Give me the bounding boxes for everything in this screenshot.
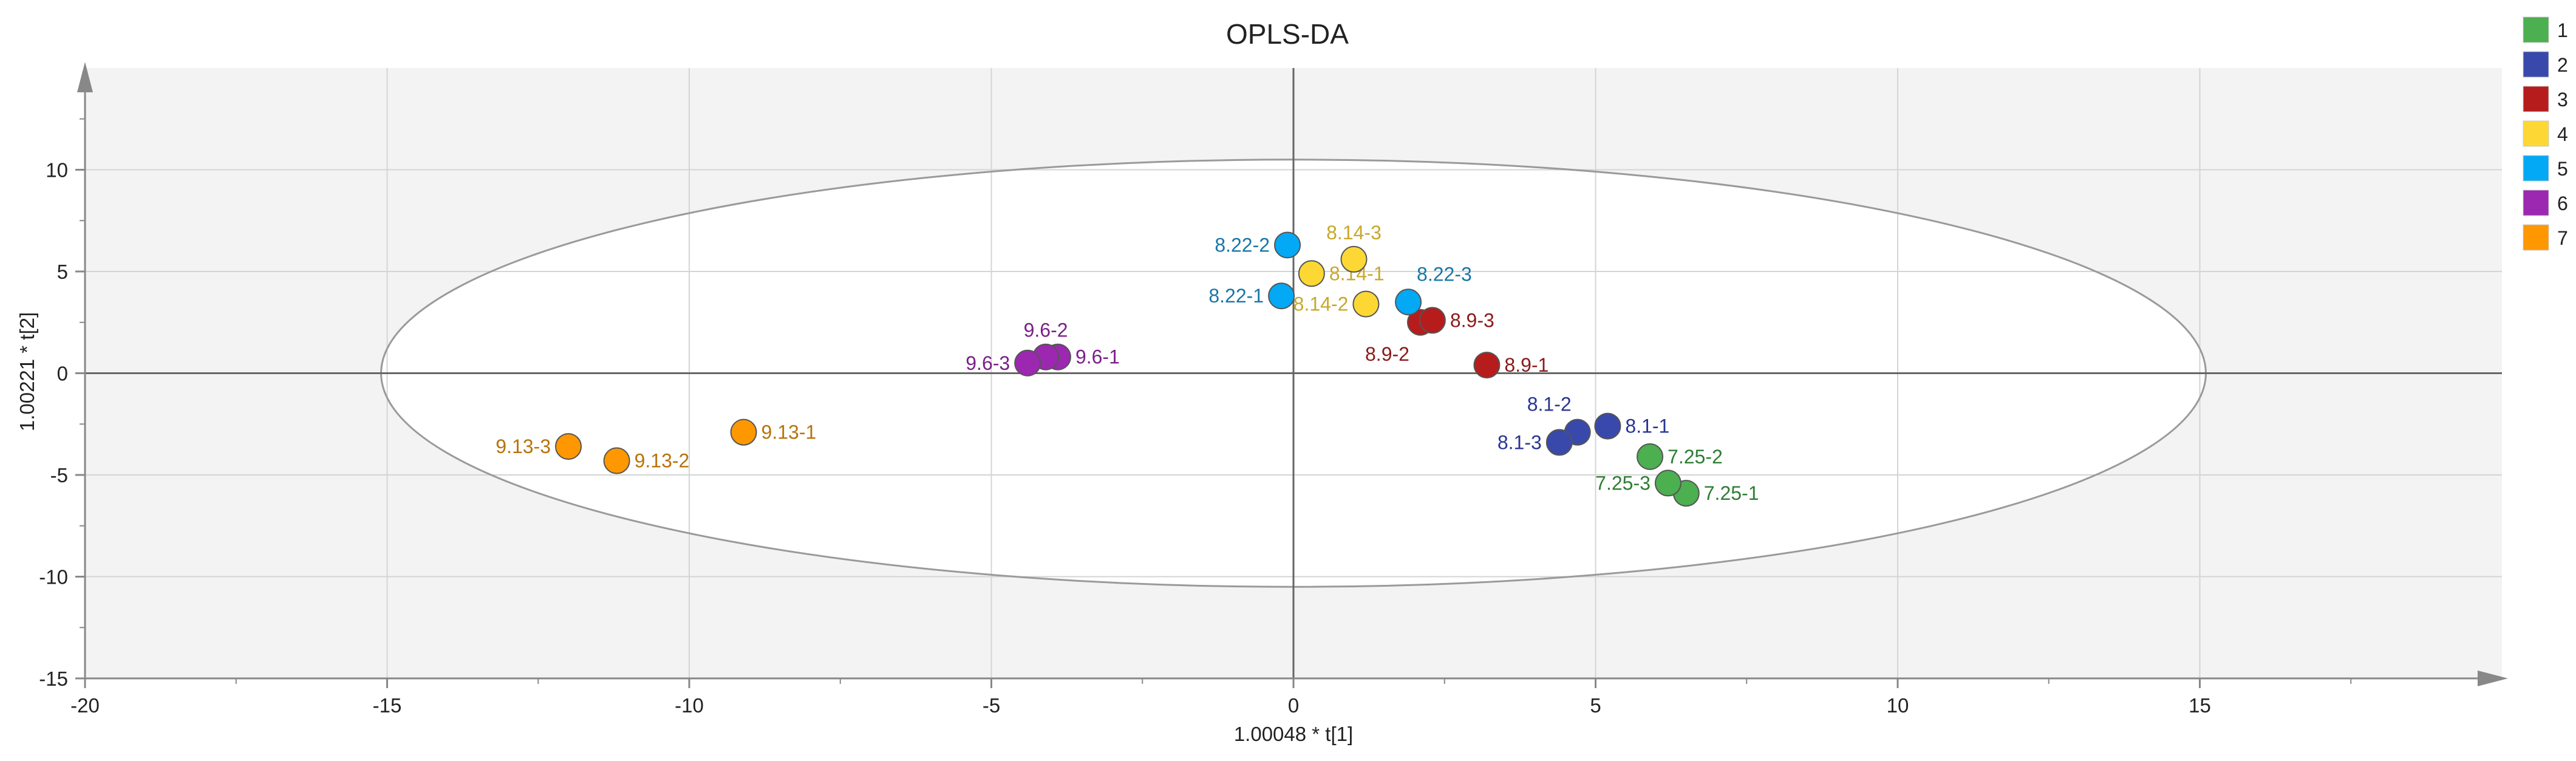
data-point-label: 8.9-1 — [1504, 354, 1549, 376]
legend-swatch-4 — [2523, 120, 2549, 147]
x-tick-label: 10 — [1887, 694, 1909, 717]
data-point-8.22-2 — [1274, 231, 1301, 259]
legend-swatch-1 — [2523, 16, 2549, 43]
x-tick-label: -5 — [983, 694, 1000, 717]
data-point-8.14-3 — [1340, 245, 1368, 273]
legend-label: 1 — [2557, 19, 2568, 41]
data-point-8.1-3 — [1545, 429, 1573, 456]
data-point-label: 9.13-2 — [635, 450, 690, 472]
data-point-label: 8.9-2 — [1365, 343, 1409, 365]
data-point-label: 7.25-2 — [1668, 446, 1723, 468]
plot-group: -20 -15 -10 -5 0 5 10 15-15-10-505107.25-17.25-… — [39, 62, 2508, 717]
legend-label: 5 — [2557, 158, 2568, 180]
data-point-9.13-3 — [555, 433, 582, 460]
data-point-label: 9.13-3 — [496, 435, 551, 457]
x-axis-label: 1.00048 * t[1] — [1234, 723, 1353, 745]
data-point-label: 8.14-2 — [1293, 293, 1349, 315]
legend-swatch-2 — [2523, 51, 2549, 78]
data-point-8.1-1 — [1594, 412, 1621, 440]
y-tick-label: 5 — [57, 261, 68, 283]
data-point-label: 8.22-3 — [1417, 263, 1472, 285]
x-tick-label: 15 — [2189, 694, 2211, 717]
data-point-label: 7.25-1 — [1704, 482, 1759, 504]
x-tick-label: -20 — [70, 694, 100, 717]
y-axis-label: 1.00221 * t[2] — [16, 312, 38, 431]
y-axis-arrow — [77, 62, 93, 92]
data-point-9.6-3 — [1014, 349, 1041, 377]
legend-label: 4 — [2557, 123, 2568, 145]
data-point-label: 8.1-2 — [1527, 394, 1572, 415]
y-tick-label: 10 — [46, 159, 68, 182]
legend-label: 3 — [2557, 89, 2568, 111]
legend-label: 6 — [2557, 193, 2568, 214]
data-point-8.22-3 — [1395, 288, 1422, 316]
data-point-8.9-3 — [1419, 307, 1446, 334]
legend-swatch-5 — [2523, 155, 2549, 182]
data-point-label: 8.1-1 — [1625, 415, 1669, 437]
y-tick-label: 0 — [57, 363, 68, 385]
y-tick-label: -10 — [39, 566, 68, 589]
data-point-label: 9.13-1 — [762, 421, 817, 443]
legend-swatch-3 — [2523, 86, 2549, 112]
x-tick-label: -15 — [373, 694, 402, 717]
x-axis-arrow — [2478, 671, 2508, 686]
data-point-9.13-1 — [730, 418, 757, 446]
data-point-8.22-1 — [1268, 282, 1295, 310]
x-tick-label: 5 — [1590, 694, 1601, 717]
data-point-8.14-1 — [1298, 260, 1325, 287]
y-tick-label: -5 — [50, 464, 68, 486]
data-point-label: 8.9-3 — [1450, 309, 1494, 331]
data-point-8.9-1 — [1473, 352, 1501, 379]
x-tick-label: 0 — [1288, 694, 1299, 717]
data-point-label: 8.14-3 — [1326, 222, 1382, 244]
data-point-8.14-2 — [1352, 290, 1380, 318]
data-point-label: 9.6-3 — [966, 352, 1010, 374]
data-point-label: 7.25-3 — [1595, 472, 1651, 494]
data-point-label: 9.6-1 — [1075, 346, 1120, 368]
legend-label: 7 — [2557, 227, 2568, 249]
chart-title: OPLS-DA — [1226, 18, 1349, 50]
data-point-label: 9.6-2 — [1024, 319, 1068, 341]
data-point-label: 8.1-3 — [1498, 431, 1542, 453]
data-point-label: 8.22-2 — [1215, 234, 1270, 256]
legend-swatch-6 — [2523, 189, 2549, 216]
data-point-9.13-2 — [603, 447, 630, 474]
data-point-7.25-2 — [1637, 443, 1664, 470]
y-tick-label: -15 — [39, 667, 68, 690]
legend-label: 2 — [2557, 54, 2568, 76]
x-tick-label: -10 — [675, 694, 704, 717]
legend-swatch-7 — [2523, 224, 2549, 251]
data-point-label: 8.22-1 — [1208, 285, 1264, 307]
data-point-7.25-3 — [1654, 469, 1682, 497]
